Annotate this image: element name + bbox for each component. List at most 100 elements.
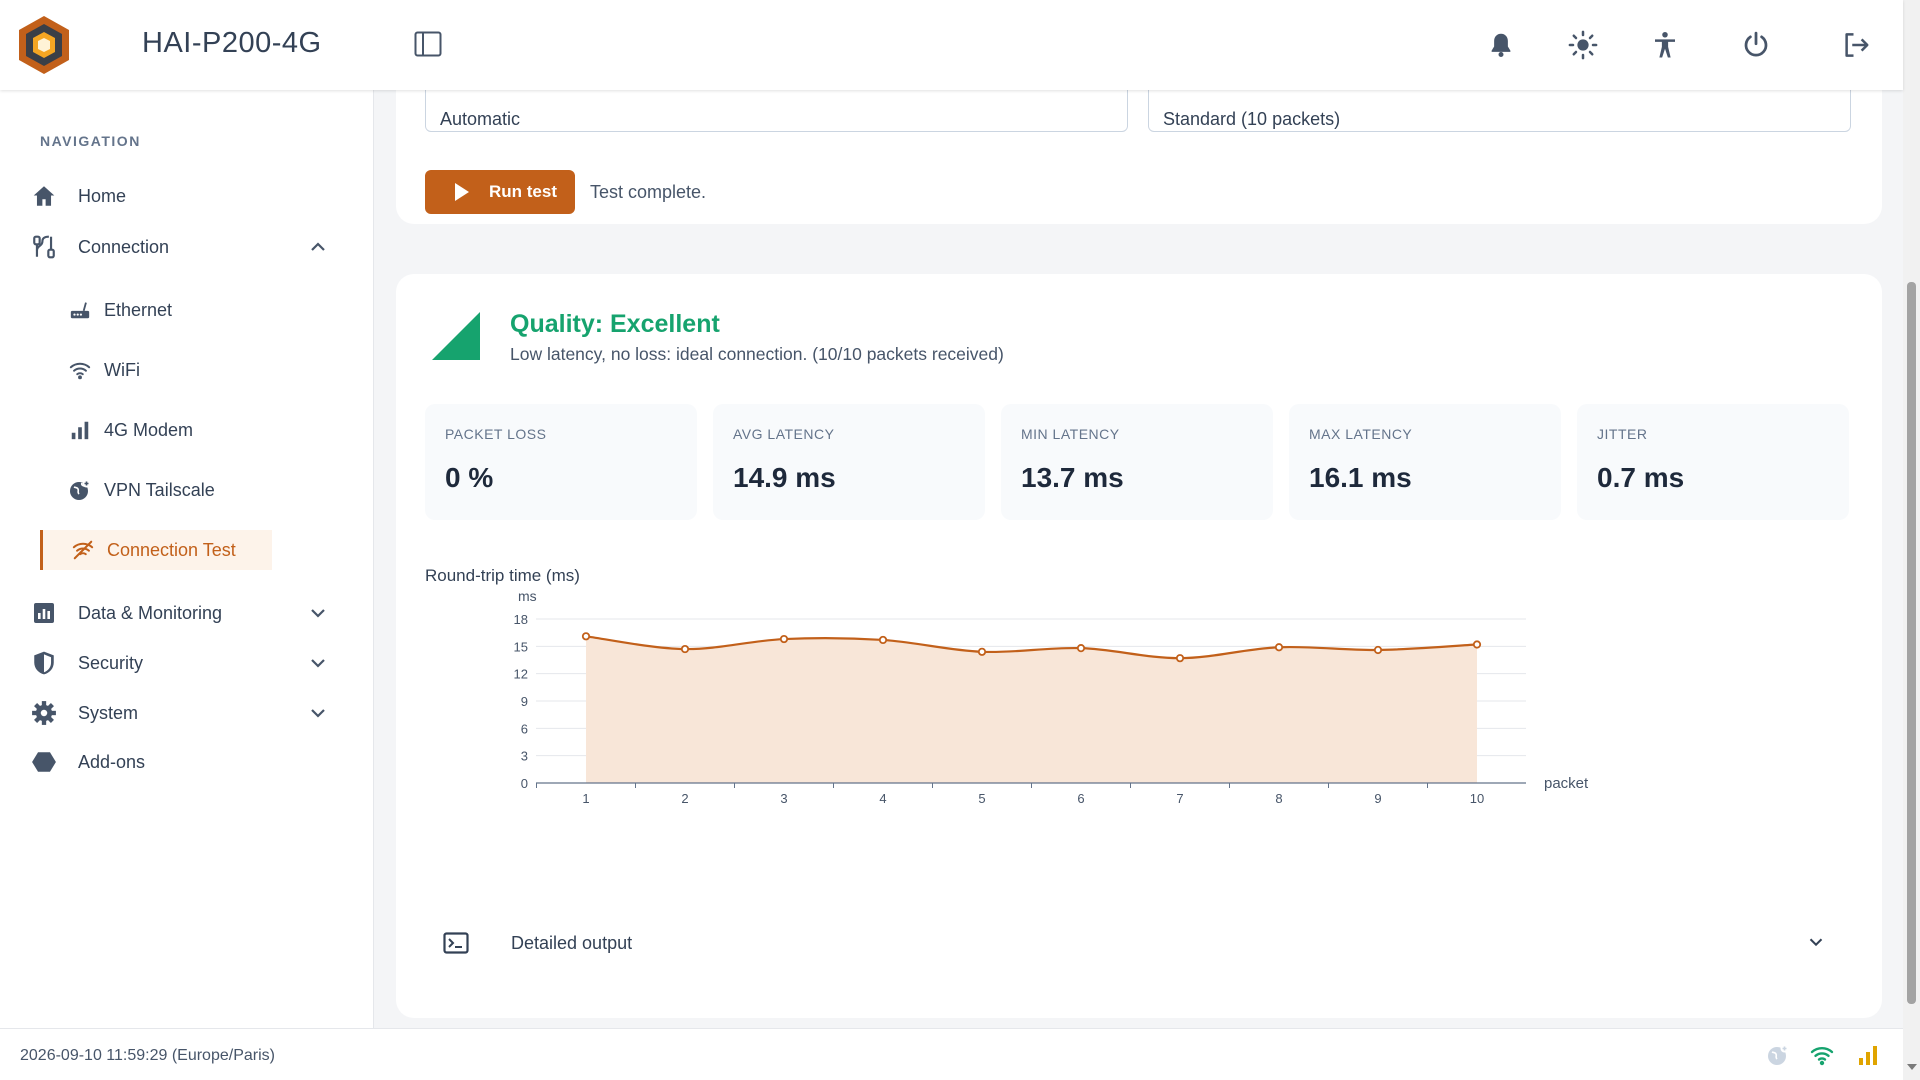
power-icon[interactable] <box>1741 30 1771 60</box>
sidebar-item-ethernet[interactable]: Ethernet <box>40 290 272 330</box>
x-tick-label: 6 <box>1077 791 1084 806</box>
quality-description: Low latency, no loss: ideal connection. … <box>510 344 1004 364</box>
y-tick-label: 0 <box>521 776 528 791</box>
bell-icon[interactable] <box>1486 30 1516 60</box>
stat-value: 0 % <box>445 462 494 493</box>
detailed-output-label: Detailed output <box>511 933 633 953</box>
stat-value: 13.7 ms <box>1021 462 1124 493</box>
quality-title: Quality: Excellent <box>510 310 720 338</box>
data-point <box>977 647 987 656</box>
stat-max-latency: MAX LATENCY 16.1 ms <box>1289 404 1561 520</box>
x-tick-label: 1 <box>582 791 589 806</box>
x-tick-label: 9 <box>1374 791 1381 806</box>
y-tick-label: 3 <box>521 749 528 764</box>
stat-avg-latency: AVG LATENCY 14.9 ms <box>713 404 985 520</box>
x-tick-label: 7 <box>1176 791 1183 806</box>
shield-icon <box>30 649 58 677</box>
vpn-globe-icon <box>68 478 92 502</box>
data-point <box>680 644 690 654</box>
logout-icon[interactable] <box>1841 30 1871 60</box>
signal-quality-icon <box>432 312 480 360</box>
target-select-value: Automatic <box>440 109 521 129</box>
sidebar-item-connection[interactable]: Connection <box>0 227 374 267</box>
home-icon <box>30 182 58 210</box>
y-axis-title: ms <box>518 588 537 604</box>
stat-label: MAX LATENCY <box>1309 426 1413 442</box>
vpn-status-icon[interactable] <box>1766 1043 1790 1067</box>
data-point <box>581 632 591 641</box>
x-axis-title: packet <box>1544 775 1589 792</box>
stat-jitter: JITTER 0.7 ms <box>1577 404 1849 520</box>
y-tick-label: 12 <box>514 667 528 682</box>
wifi-status-icon[interactable] <box>1810 1043 1834 1067</box>
cellular-status-icon[interactable] <box>1856 1043 1880 1067</box>
sidebar-item-add-ons[interactable]: Add-ons <box>0 742 374 782</box>
results-card: Quality: Excellent Low latency, no loss:… <box>396 274 1882 1018</box>
detailed-output-toggle[interactable]: Detailed output <box>425 914 1855 974</box>
gear-icon <box>30 699 58 727</box>
stat-min-latency: MIN LATENCY 13.7 ms <box>1001 404 1273 520</box>
sidebar-item-connection-test[interactable]: Connection Test <box>40 530 272 570</box>
logo-icon[interactable] <box>16 14 72 76</box>
mode-select[interactable]: Standard (10 packets) <box>1148 90 1851 132</box>
sidebar-item-system[interactable]: System <box>0 693 374 733</box>
stat-label: MIN LATENCY <box>1021 426 1120 442</box>
sidebar-item-security[interactable]: Security <box>0 643 374 683</box>
run-test-button[interactable]: Run test <box>425 170 575 214</box>
data-point <box>878 635 888 645</box>
nav-heading: NAVIGATION <box>40 133 141 149</box>
wifi-icon <box>68 358 92 382</box>
sidebar-item-data-monitoring[interactable]: Data & Monitoring <box>0 593 374 633</box>
sidebar-item-label: System <box>78 702 139 723</box>
sidebar-sub-item-label: 4G Modem <box>104 419 194 440</box>
stat-value: 0.7 ms <box>1597 462 1685 493</box>
sidebar-sub-item-label: Ethernet <box>104 299 173 320</box>
chevron-down-icon[interactable] <box>306 601 330 625</box>
scrollbar-thumb[interactable] <box>1907 282 1916 1004</box>
chevron-down-icon[interactable] <box>1805 931 1827 953</box>
connection-icon <box>30 233 58 261</box>
sidebar-item-vpn-tailscale[interactable]: VPN Tailscale <box>40 470 272 510</box>
terminal-icon <box>443 932 469 954</box>
top-bar: HAI-P200-4G <box>0 0 1903 90</box>
system-datetime: 2026-09-10 11:59:29 (Europe/Paris) <box>20 1047 275 1064</box>
sidebar-item-label: Connection <box>78 236 170 257</box>
sidebar-sub-item-label: WiFi <box>104 359 140 380</box>
data-point <box>779 634 789 644</box>
y-tick-label: 15 <box>514 639 528 654</box>
y-tick-label: 9 <box>521 694 528 709</box>
sidebar-item-wifi[interactable]: WiFi <box>40 350 272 390</box>
target-select[interactable]: Automatic <box>425 90 1128 132</box>
sidebar-item-label: Add-ons <box>78 751 146 772</box>
sidebar-item-4g-modem[interactable]: 4G Modem <box>40 410 272 450</box>
accessibility-icon[interactable] <box>1650 30 1680 60</box>
sidebar-item-home[interactable]: Home <box>0 176 374 216</box>
scroll-down-arrow[interactable] <box>1907 1064 1917 1070</box>
chevron-down-icon[interactable] <box>306 651 330 675</box>
stat-label: PACKET LOSS <box>445 426 547 442</box>
sidebar-toggle-icon[interactable] <box>414 31 442 57</box>
sidebar-item-label: Home <box>78 185 127 206</box>
series-line <box>585 635 1478 660</box>
chevron-up-icon[interactable] <box>306 235 330 259</box>
data-point <box>1373 645 1383 655</box>
router-icon <box>68 298 92 322</box>
sun-icon[interactable] <box>1568 30 1598 60</box>
x-tick-label: 10 <box>1470 791 1484 806</box>
chart-icon <box>30 599 58 627</box>
data-point <box>1175 654 1185 663</box>
mode-select-value: Standard (10 packets) <box>1163 109 1341 129</box>
test-form-card: Automatic Standard (10 packets) Run test… <box>396 90 1882 224</box>
sidebar-item-label: Data & Monitoring <box>78 602 223 623</box>
stat-label: AVG LATENCY <box>733 426 835 442</box>
x-tick-label: 5 <box>978 791 985 806</box>
chevron-down-icon[interactable] <box>306 701 330 725</box>
sidebar-sub-item-label: VPN Tailscale <box>104 479 215 500</box>
sidebar: NAVIGATION Home Connection Ethernet WiFi <box>0 90 374 1028</box>
main-content: Automatic Standard (10 packets) Run test… <box>374 90 1903 1028</box>
stat-packet-loss: PACKET LOSS 0 % <box>425 404 697 520</box>
play-icon <box>455 183 469 201</box>
page-scrollbar[interactable] <box>1903 0 1920 1080</box>
y-tick-label: 6 <box>521 721 528 736</box>
